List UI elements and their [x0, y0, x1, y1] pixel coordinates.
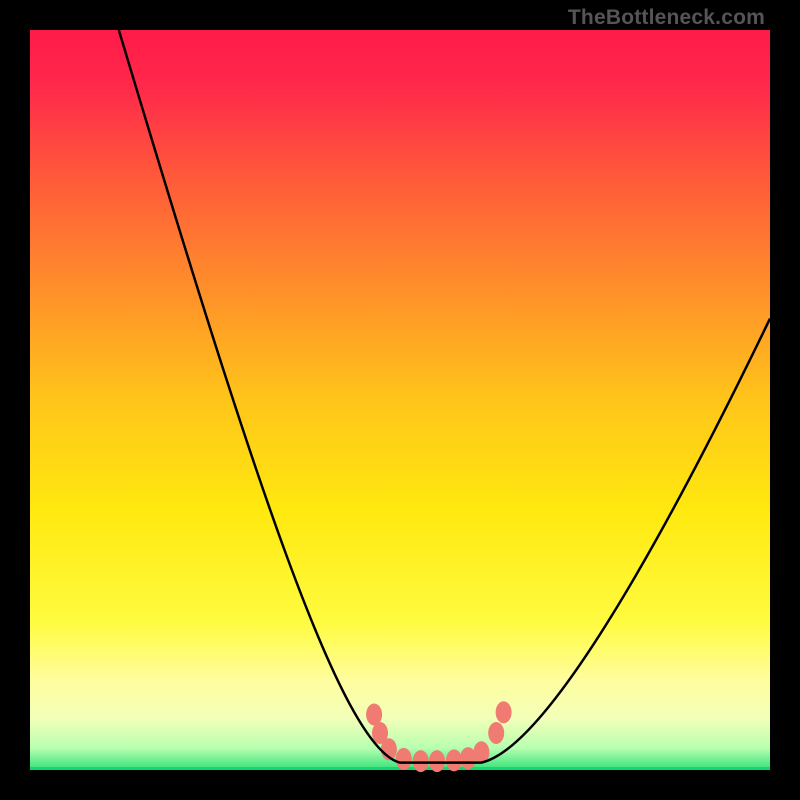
plot-area	[30, 30, 770, 770]
bump-marker	[413, 750, 429, 772]
bump-marker	[429, 750, 445, 772]
curve-layer	[30, 30, 770, 770]
bottleneck-curve	[119, 30, 770, 763]
bump-marker	[396, 748, 412, 770]
watermark-text: TheBottleneck.com	[568, 6, 765, 30]
bump-marker	[496, 701, 512, 723]
stage: TheBottleneck.com	[0, 0, 800, 800]
bump-marker	[488, 722, 504, 744]
bump-marker	[446, 749, 462, 771]
